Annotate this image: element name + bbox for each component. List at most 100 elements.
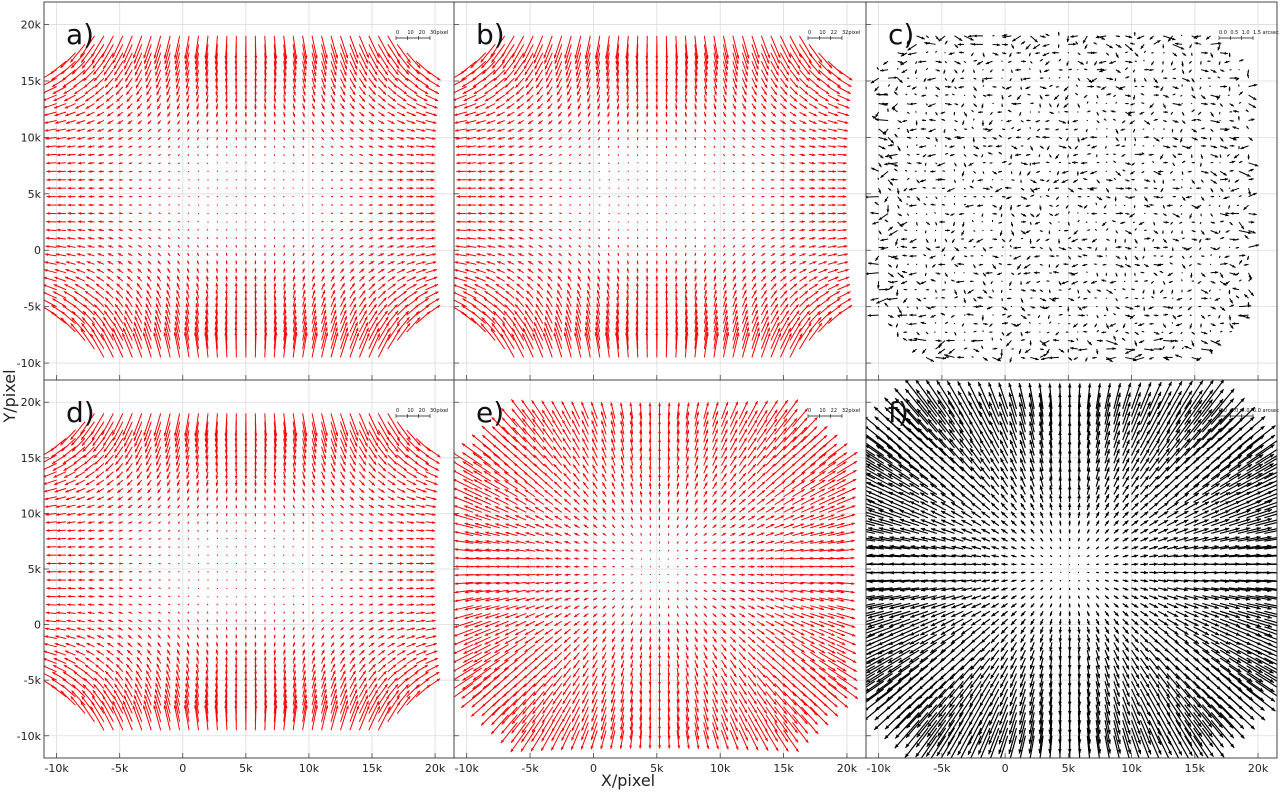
vector-arrow (136, 282, 143, 291)
vector-arrow (549, 204, 553, 206)
vector-arrow (732, 137, 736, 141)
vector-arrow (1138, 221, 1145, 226)
vector-arrow (425, 245, 436, 248)
vector-arrow (378, 103, 386, 110)
vector-arrow (761, 228, 765, 231)
vector-arrow (377, 69, 388, 82)
vector-arrow (646, 260, 649, 265)
vector-arrow (597, 252, 601, 257)
vector-arrow (1150, 280, 1155, 284)
vector-arrow (197, 228, 199, 231)
vector-arrow (1030, 60, 1033, 64)
scale-bar-label: 1.5 arcsec (1253, 30, 1279, 36)
vector-arrow (930, 170, 936, 173)
vector-arrow (1039, 145, 1044, 149)
vector-arrow (118, 603, 123, 606)
vector-arrow (954, 86, 957, 90)
vector-arrow (1122, 169, 1126, 172)
vector-arrow (901, 237, 908, 241)
vector-arrow (1190, 154, 1193, 158)
vector-arrow (944, 136, 952, 140)
vector-arrow (497, 145, 505, 148)
vector-arrow (358, 322, 369, 341)
vector-arrow (548, 145, 553, 148)
vector-arrow (741, 35, 750, 59)
vector-arrow (694, 260, 697, 265)
vector-arrow (1125, 60, 1133, 64)
vector-arrow (896, 188, 900, 195)
vector-arrow (56, 603, 67, 607)
vector-arrow (138, 162, 142, 165)
vector-arrow (887, 154, 893, 160)
vector-arrow (973, 34, 983, 38)
vector-arrow (963, 111, 968, 117)
vector-arrow (165, 309, 171, 324)
vector-arrow (378, 136, 384, 140)
vector-arrow (1225, 212, 1230, 215)
vector-arrow (617, 252, 620, 257)
vector-arrow (1077, 77, 1081, 81)
vector-arrow (694, 170, 696, 172)
vector-arrow (741, 44, 749, 65)
vector-arrow (302, 78, 306, 89)
vector-arrow (760, 61, 769, 76)
vector-arrow (174, 52, 181, 70)
vector-arrow (1134, 255, 1139, 261)
vector-arrow (1068, 68, 1072, 71)
vector-arrow (311, 111, 315, 118)
vector-arrow (406, 136, 415, 140)
vector-arrow (91, 44, 105, 64)
vector-arrow (98, 170, 104, 173)
vector-arrow (108, 220, 114, 223)
vector-arrow (1144, 229, 1147, 231)
vector-arrow (585, 321, 591, 341)
vector-arrow (46, 186, 57, 190)
vector-arrow (1218, 314, 1221, 319)
vector-arrow (216, 187, 219, 189)
vector-arrow (1218, 195, 1221, 198)
vector-arrow (168, 196, 171, 198)
vector-arrow (254, 268, 257, 273)
vector-arrow (1094, 323, 1098, 328)
vector-arrow (568, 128, 572, 133)
vector-arrow (703, 309, 708, 324)
vector-arrow (78, 211, 86, 215)
vector-arrow (574, 327, 582, 350)
vector-arrow (368, 94, 376, 103)
vector-arrow (876, 92, 889, 96)
vector-arrow (635, 95, 639, 103)
vector-arrow (1086, 271, 1088, 274)
vector-arrow (349, 327, 359, 350)
vector-arrow (245, 229, 247, 231)
vector-arrow (741, 289, 747, 299)
vector-arrow (1058, 305, 1062, 308)
vector-arrow (86, 261, 95, 265)
vector-arrow (90, 328, 105, 350)
vector-arrow (486, 253, 496, 257)
vector-arrow (377, 283, 386, 291)
vector-arrow (1046, 179, 1050, 183)
vector-arrow (406, 145, 415, 149)
vector-arrow (1115, 187, 1124, 190)
vector-arrow (155, 69, 162, 83)
vector-arrow (1075, 41, 1079, 45)
vector-arrow (75, 111, 86, 117)
vector-arrow (235, 204, 237, 206)
vector-arrow (1049, 272, 1052, 274)
vector-arrow (637, 170, 639, 172)
vector-arrow (1115, 43, 1122, 49)
vector-arrow (53, 657, 67, 664)
vector-arrow (175, 61, 181, 76)
vector-arrow (751, 252, 756, 257)
vector-arrow (90, 701, 105, 723)
vector-arrow (732, 162, 735, 165)
vector-arrow (1248, 230, 1256, 234)
vector-arrow (1159, 270, 1164, 274)
vector-arrow (486, 268, 496, 274)
vector-arrow (878, 188, 882, 194)
vector-arrow (1005, 340, 1012, 347)
vector-arrow (63, 462, 76, 472)
vector-arrow (992, 102, 994, 105)
vector-arrow (1133, 32, 1136, 36)
vector-arrow (507, 253, 515, 257)
